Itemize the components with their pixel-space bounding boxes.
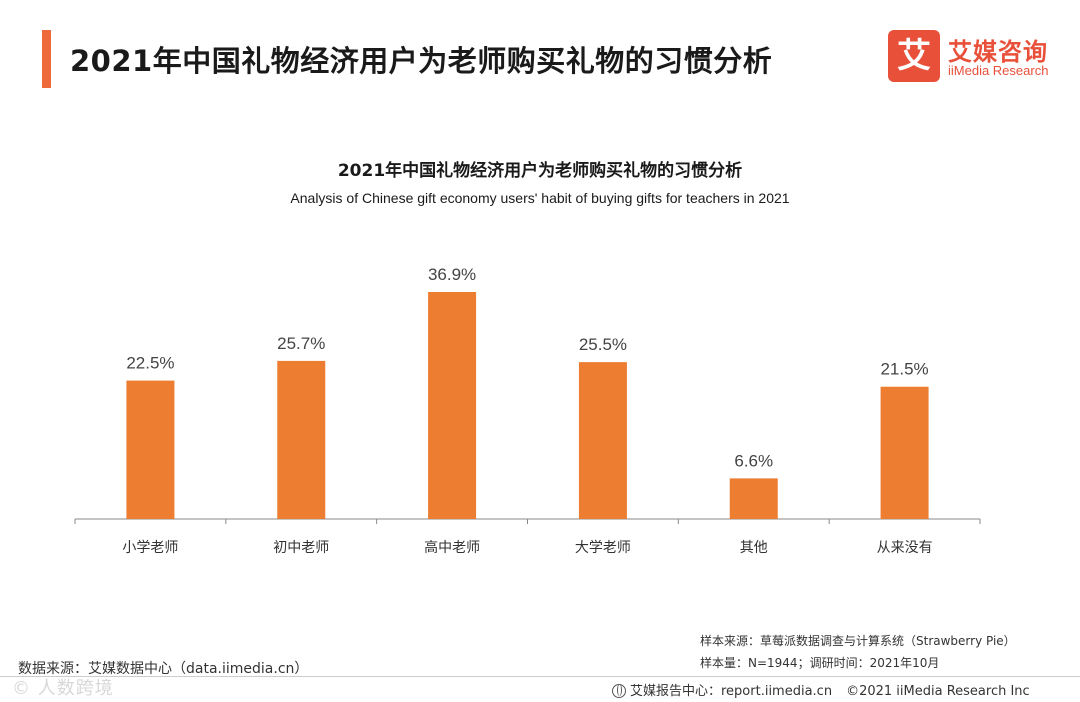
footer-credits: 艾媒报告中心：report.iimedia.cn ©2021 iiMedia Re… xyxy=(612,680,1030,699)
bar xyxy=(428,292,477,519)
data-source: 数据来源：艾媒数据中心（data.iimedia.cn） xyxy=(18,661,309,677)
brand-logo: 艾 艾媒咨询 iiMedia Research xyxy=(888,30,1068,84)
brand-mark-icon: 艾 xyxy=(888,30,940,82)
category-label: 其他 xyxy=(740,540,768,556)
chart-subtitle: Analysis of Chinese gift economy users' … xyxy=(290,190,790,206)
copyright: ©2021 iiMedia Research Inc xyxy=(846,684,1030,699)
chart-title: 2021年中国礼物经济用户为老师购买礼物的习惯分析 xyxy=(337,161,743,181)
bar xyxy=(126,380,175,519)
sample-source: 样本来源：草莓派数据调查与计算系统（Strawberry Pie） xyxy=(700,634,1016,648)
globe-icon xyxy=(612,684,626,698)
category-label: 小学老师 xyxy=(122,540,178,556)
bar-value-label: 22.5% xyxy=(126,354,174,373)
watermark: © 人数跨境 xyxy=(12,678,114,699)
bar xyxy=(578,362,627,519)
bar-value-label: 6.6% xyxy=(734,451,773,470)
bar xyxy=(729,478,778,519)
category-label: 高中老师 xyxy=(424,539,480,556)
bar xyxy=(277,360,326,519)
report-center-link[interactable]: 艾媒报告中心：report.iimedia.cn xyxy=(630,684,833,699)
bar-value-label: 21.5% xyxy=(880,360,928,379)
category-label: 从来没有 xyxy=(877,540,933,556)
brand-subtitle: iiMedia Research xyxy=(948,63,1049,78)
page-title: 2021年中国礼物经济用户为老师购买礼物的习惯分析 xyxy=(70,44,773,78)
footer-divider xyxy=(0,676,1080,677)
bar-value-label: 36.9% xyxy=(428,265,476,284)
category-label: 大学老师 xyxy=(575,540,631,556)
title-accent-bar xyxy=(42,30,51,88)
bar-value-label: 25.5% xyxy=(579,335,627,354)
bar xyxy=(880,386,929,519)
sample-size: 样本量：N=1944；调研时间：2021年10月 xyxy=(700,656,940,670)
category-label: 初中老师 xyxy=(273,539,329,556)
brand-name: 艾媒咨询 xyxy=(948,38,1048,66)
bar-value-label: 25.7% xyxy=(277,334,325,353)
